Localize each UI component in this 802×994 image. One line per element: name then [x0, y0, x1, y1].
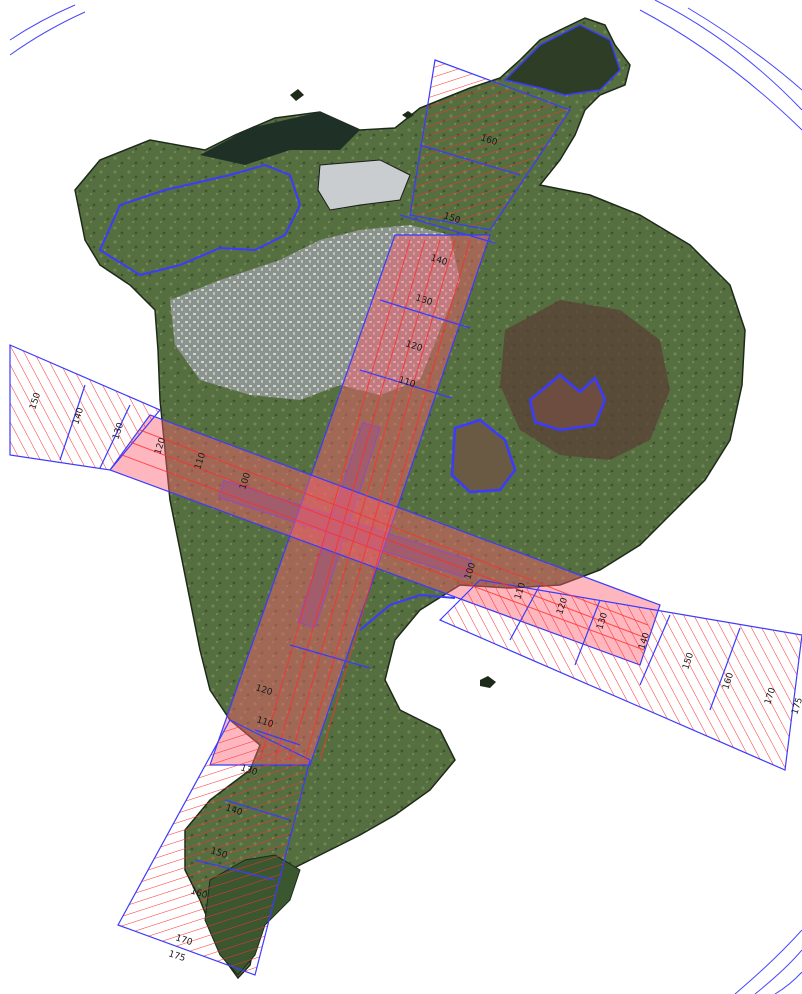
islet-small-2: [480, 676, 496, 688]
surface-nw-fan: [9, 344, 161, 471]
town: [170, 225, 460, 400]
range-rings: [9, 0, 802, 994]
core-hatch-bands: [121, 239, 649, 761]
contour-north: [98, 163, 302, 277]
harbour: [317, 159, 411, 211]
surface-sw-fan: [117, 719, 311, 976]
volcano-cone-south: [450, 418, 517, 494]
label-se-8: 175: [790, 696, 802, 715]
northeast-peninsula: [503, 24, 621, 96]
northern-cliffs: [200, 112, 360, 165]
volcano-summit: [528, 373, 607, 432]
approach-surfaces: [9, 59, 802, 976]
islet-small-3: [402, 111, 414, 119]
surface-ne-fan: [409, 59, 571, 231]
surface-se-fan: [438, 579, 802, 771]
islet-small-1: [290, 89, 304, 101]
contour-level-lines: [59, 144, 741, 881]
coast-southeast-contour: [359, 593, 456, 631]
